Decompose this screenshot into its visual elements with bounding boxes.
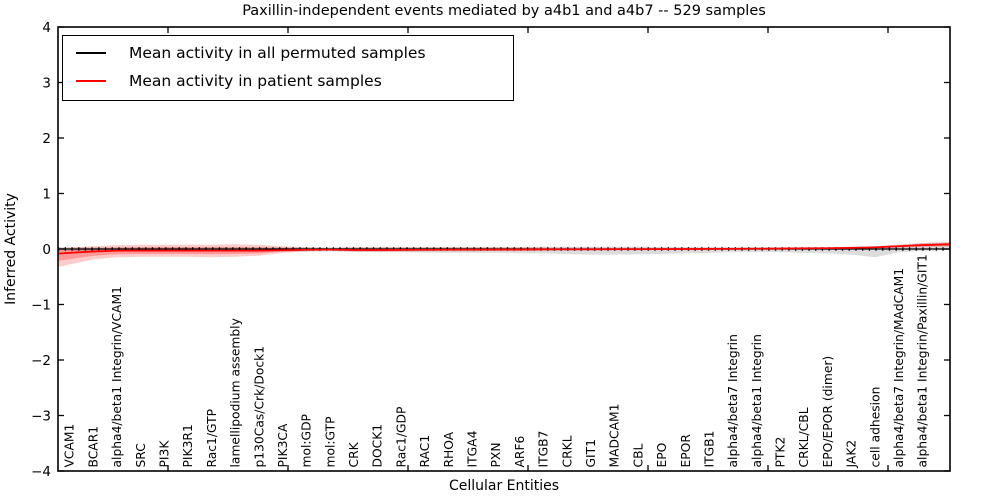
chart-title: Paxillin-independent events mediated by … <box>242 3 766 19</box>
y-tick-label: −2 <box>31 353 51 369</box>
x-category-label: Rac1/GTP <box>205 409 219 468</box>
x-category-label: PXN <box>489 442 503 467</box>
y-tick-label: 0 <box>42 242 51 258</box>
x-category-label: EPOR <box>679 434 693 468</box>
y-tick-label: −1 <box>31 297 51 313</box>
legend: Mean activity in all permuted samples Me… <box>62 35 514 101</box>
x-axis-label: Cellular Entities <box>448 478 560 494</box>
x-category-label: Rac1/GDP <box>394 407 408 468</box>
x-category-label: PIK3R1 <box>181 424 195 467</box>
x-category-label: CRKL/CBL <box>797 407 811 467</box>
x-category-label: JAK2 <box>845 440 859 469</box>
x-category-label: ITGB7 <box>537 431 551 468</box>
legend-swatch-patient <box>76 80 106 82</box>
y-tick-label: 4 <box>42 20 51 36</box>
x-category-label: EPO <box>655 443 669 468</box>
x-category-label: RHOA <box>442 431 456 467</box>
x-category-label: alpha4/beta7 Integrin/MAdCAM1 <box>892 268 906 468</box>
x-category-label: PTK2 <box>774 437 788 468</box>
legend-swatch-permuted <box>76 52 106 54</box>
x-category-label: DOCK1 <box>371 424 385 468</box>
x-category-label: VCAM1 <box>63 424 77 468</box>
x-category-label: alpha4/beta1 Integrin <box>750 334 764 467</box>
x-category-label: alpha4/beta1 Integrin/VCAM1 <box>110 286 124 467</box>
y-tick-label: −3 <box>31 408 51 424</box>
x-category-label: BCAR1 <box>86 426 100 468</box>
x-category-label: CRKL <box>560 435 574 467</box>
series-patient-band-inner <box>58 243 950 261</box>
x-category-label: alpha4/beta7 Integrin <box>726 334 740 467</box>
x-category-label: p130Cas/Crk/Dock1 <box>252 346 266 468</box>
series-layer <box>58 241 950 267</box>
legend-label: Mean activity in all permuted samples <box>129 44 426 62</box>
x-category-label: EPO/EPOR (dimer) <box>821 356 835 468</box>
legend-entry: Mean activity in all permuted samples <box>76 44 503 62</box>
legend-label: Mean activity in patient samples <box>129 72 382 90</box>
x-category-label: ITGA4 <box>466 430 480 467</box>
legend-entry: Mean activity in patient samples <box>76 72 503 90</box>
x-category-label: ARF6 <box>513 435 527 467</box>
y-tick-label: 3 <box>42 75 51 91</box>
y-tick-label: 2 <box>42 131 51 147</box>
x-category-label: GIT1 <box>584 439 598 468</box>
x-category-label: lamellipodium assembly <box>229 318 243 467</box>
y-tick-label: −4 <box>31 464 51 480</box>
x-category-label: mol:GDP <box>300 414 314 467</box>
x-category-label: mol:GTP <box>323 416 337 467</box>
x-category-label: SRC <box>134 443 148 467</box>
x-category-label: alpha4/beta1 Integrin/Paxillin/GIT1 <box>916 254 930 467</box>
series-patient-line <box>58 243 950 255</box>
series-patient-band-outer <box>58 241 950 267</box>
x-category-label: cell adhesion <box>868 387 882 468</box>
x-category-label: CBL <box>631 443 645 467</box>
x-category-label: CRK <box>347 441 361 467</box>
x-category-label: PI3K <box>158 440 172 468</box>
x-category-label: RAC1 <box>418 435 432 468</box>
y-tick-label: 1 <box>42 186 51 202</box>
x-category-label: ITGB1 <box>703 431 717 468</box>
x-category-label: PIK3CA <box>276 423 290 468</box>
x-category-label: MADCAM1 <box>608 404 622 468</box>
